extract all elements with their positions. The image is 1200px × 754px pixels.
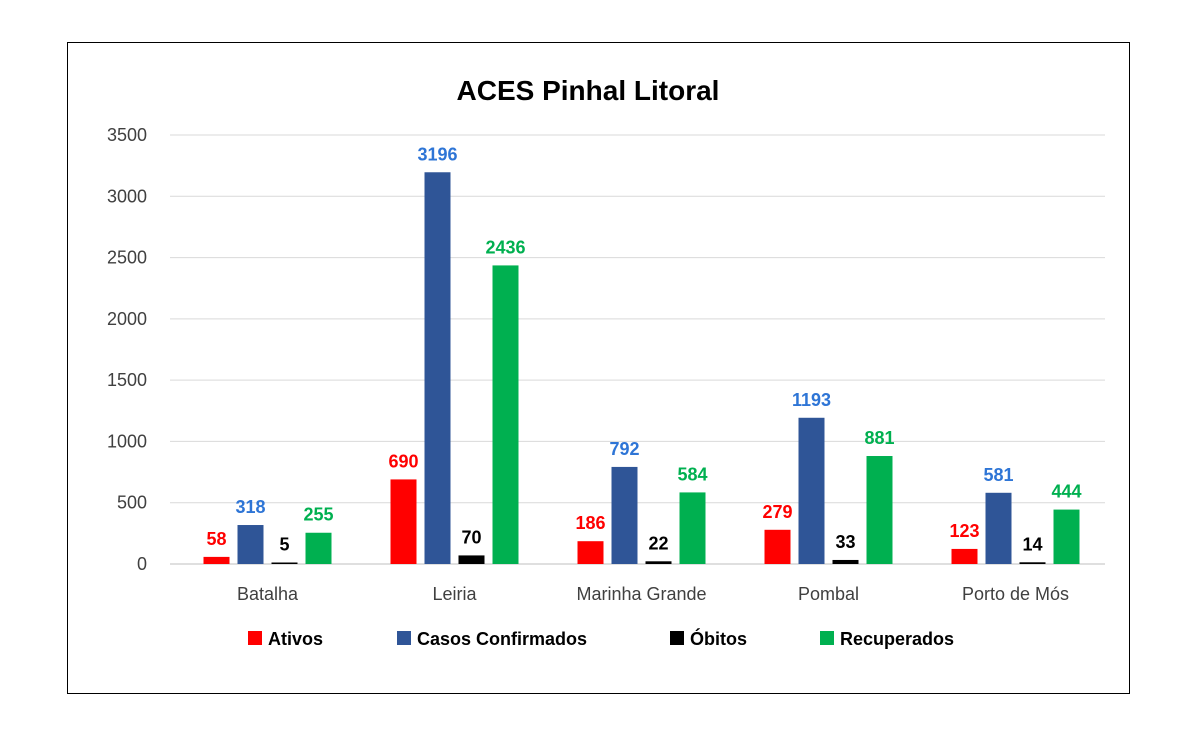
data-label: 881 [864, 428, 894, 448]
bar-ativos [203, 556, 230, 564]
bar-ativos [951, 548, 978, 564]
bar-bitos [645, 561, 672, 564]
x-tick-label: Marinha Grande [576, 584, 706, 604]
bar-casos-confirmados [424, 172, 451, 564]
data-label: 318 [235, 497, 265, 517]
data-label: 186 [575, 513, 605, 533]
bar-bitos [271, 562, 298, 564]
data-label: 690 [388, 451, 418, 471]
bar-casos-confirmados [237, 525, 264, 564]
bar-bitos [1019, 562, 1046, 564]
data-label: 33 [835, 532, 855, 552]
legend-label: Recuperados [840, 629, 954, 649]
data-label: 70 [461, 527, 481, 547]
legend-swatch [670, 631, 684, 645]
data-label: 792 [609, 439, 639, 459]
legend-label: Óbitos [690, 628, 747, 649]
data-label: 123 [949, 521, 979, 541]
bar-casos-confirmados [611, 466, 638, 564]
x-tick-label: Leiria [432, 584, 477, 604]
legend: Ativos Casos Confirmados Óbitos Recuperados [248, 628, 954, 649]
y-tick-label: 2000 [107, 309, 147, 329]
bar-bitos [832, 559, 859, 564]
data-label: 581 [983, 465, 1013, 485]
y-tick-label: 3000 [107, 186, 147, 206]
bar-recuperados [866, 456, 893, 564]
y-tick-label: 1000 [107, 431, 147, 451]
bar-casos-confirmados [985, 492, 1012, 564]
x-axis: Batalha Leiria Marinha Grande Pombal Porto d… [237, 584, 1069, 604]
bar-recuperados [1053, 509, 1080, 564]
bar-recuperados [492, 265, 519, 564]
y-axis: 0 500 1000 1500 2000 2500 3000 3500 [107, 125, 147, 574]
bar-ativos [577, 541, 604, 564]
data-label: 58 [206, 529, 226, 549]
chart-frame [67, 42, 1130, 694]
x-tick-label: Porto de Mós [962, 584, 1069, 604]
bar-bitos [458, 555, 485, 564]
data-label: 14 [1022, 534, 1042, 554]
data-label: 584 [677, 464, 707, 484]
bar-recuperados [679, 492, 706, 564]
bar-casos-confirmados [798, 417, 825, 564]
x-tick-label: Pombal [798, 584, 859, 604]
chart-title: ACES Pinhal Litoral [457, 75, 720, 106]
bar-ativos [390, 479, 417, 564]
data-label: 22 [648, 533, 668, 553]
bars [203, 172, 1080, 564]
legend-swatch [820, 631, 834, 645]
data-label: 5 [279, 535, 289, 555]
data-labels: 58 318 5 255 690 3196 70 2436 186 792 22 584 279 1193… [206, 144, 1081, 554]
legend-swatch [397, 631, 411, 645]
y-tick-label: 2500 [107, 248, 147, 268]
y-tick-label: 500 [117, 493, 147, 513]
data-label: 1193 [792, 390, 831, 410]
data-label: 3196 [417, 144, 457, 164]
y-tick-label: 1500 [107, 370, 147, 390]
data-label: 255 [303, 505, 333, 525]
y-tick-label: 3500 [107, 125, 147, 145]
bar-recuperados [305, 532, 332, 564]
legend-label: Casos Confirmados [417, 629, 587, 649]
x-tick-label: Batalha [237, 584, 299, 604]
data-label: 2436 [485, 237, 525, 257]
y-tick-label: 0 [137, 554, 147, 574]
legend-label: Ativos [268, 629, 323, 649]
data-label: 444 [1051, 482, 1081, 502]
bar-ativos [764, 529, 791, 564]
data-label: 279 [762, 502, 792, 522]
legend-swatch [248, 631, 262, 645]
